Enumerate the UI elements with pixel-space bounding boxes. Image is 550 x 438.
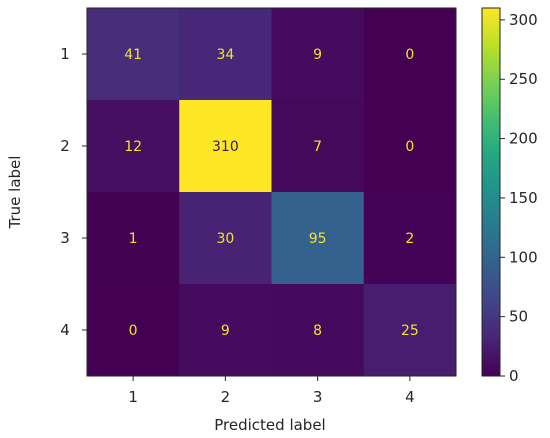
- y-axis-title: True label: [6, 156, 24, 230]
- x-axis-ticks: 1 2 3 4: [128, 376, 415, 406]
- colorbar-tick-label: 0: [509, 367, 519, 385]
- colorbar-tick-label: 100: [509, 248, 538, 266]
- y-tick-label: 2: [60, 137, 70, 155]
- x-tick-label: 1: [128, 388, 138, 406]
- heatmap-plot-area: 41 34 9 0 12 310 7 0 1 30 95 2 0 9 8 25: [86, 7, 457, 377]
- cell-value-label: 30: [216, 231, 234, 247]
- x-axis-title: Predicted label: [214, 416, 325, 434]
- cell-value-label: 0: [405, 47, 414, 63]
- cell-value-label: 7: [313, 139, 322, 155]
- heatmap-cell: [363, 100, 457, 193]
- heatmap-cell: [179, 8, 272, 101]
- heatmap-cell: [87, 284, 180, 377]
- heatmap-cell: [179, 100, 272, 193]
- x-tick-label: 2: [221, 388, 231, 406]
- heatmap-cell: [87, 192, 180, 285]
- y-tick-label: 1: [60, 45, 70, 63]
- cell-value-label: 95: [309, 231, 327, 247]
- cell-value-label: 0: [129, 323, 138, 339]
- heatmap-cell: [271, 8, 365, 101]
- cell-value-label: 310: [212, 139, 239, 155]
- y-tick-label: 3: [60, 229, 70, 247]
- y-tick-label: 4: [60, 321, 70, 339]
- heatmap-cell: [363, 8, 457, 101]
- colorbar-gradient: [481, 7, 501, 377]
- y-axis-ticks: 1 2 3 4: [60, 45, 87, 339]
- colorbar-tick-label: 250: [509, 70, 538, 88]
- x-tick-label: 4: [405, 388, 415, 406]
- cell-value-label: 2: [405, 231, 414, 247]
- heatmap-cell: [87, 8, 180, 101]
- cell-value-label: 25: [401, 323, 419, 339]
- colorbar-tick-label: 200: [509, 130, 538, 148]
- heatmap-cell: [363, 192, 457, 285]
- heatmap-cell: [179, 284, 272, 377]
- heatmap-cell: [87, 100, 180, 193]
- cell-value-label: 34: [216, 47, 234, 63]
- colorbar-tick-label: 150: [509, 189, 538, 207]
- cell-value-label: 41: [124, 47, 142, 63]
- heatmap-cell: [363, 284, 457, 377]
- cell-value-label: 12: [124, 139, 142, 155]
- heatmap-cell: [271, 192, 365, 285]
- cell-value-label: 8: [313, 323, 322, 339]
- colorbar: 0 50 100 150 200 250 300: [481, 7, 538, 385]
- colorbar-tick-label: 50: [509, 308, 528, 326]
- cell-value-label: 0: [405, 139, 414, 155]
- cell-value-label: 9: [313, 47, 322, 63]
- plot-frame: [86, 7, 457, 377]
- x-tick-label: 3: [313, 388, 323, 406]
- cell-value-label: 1: [129, 231, 138, 247]
- heatmap-cell: [271, 284, 365, 377]
- heatmap-cell: [271, 100, 365, 193]
- heatmap-cell: [179, 192, 272, 285]
- cell-value-label: 9: [221, 323, 230, 339]
- colorbar-tick-label: 300: [509, 11, 538, 29]
